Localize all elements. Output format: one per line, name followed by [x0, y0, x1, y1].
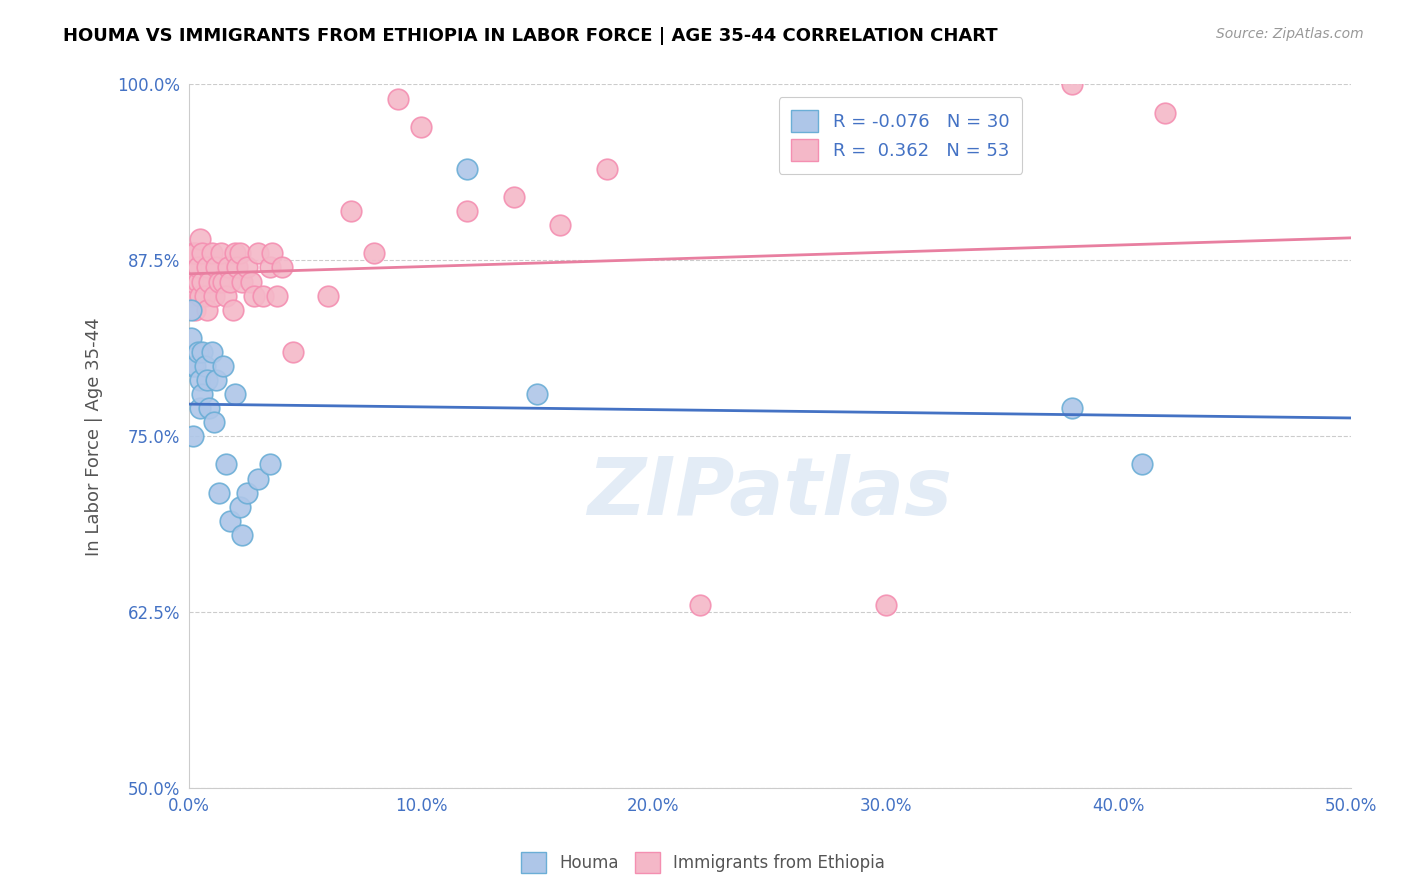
Point: [224, 387, 246, 401]
Point: [231, 275, 253, 289]
Point: [550, 218, 572, 232]
Point: [188, 232, 211, 246]
Point: [209, 246, 232, 260]
Point: [205, 260, 228, 275]
Point: [215, 458, 238, 472]
Point: [194, 359, 217, 373]
Point: [252, 288, 274, 302]
Point: [198, 401, 221, 416]
Point: [316, 288, 339, 302]
Point: [180, 302, 202, 317]
Point: [247, 472, 270, 486]
Point: [240, 275, 263, 289]
Point: [262, 246, 284, 260]
Point: [224, 246, 246, 260]
Legend: R = -0.076   N = 30, R =  0.362   N = 53: R = -0.076 N = 30, R = 0.362 N = 53: [779, 97, 1022, 174]
Point: [1060, 78, 1083, 92]
Point: [212, 359, 235, 373]
Text: ZIPatlas: ZIPatlas: [588, 454, 952, 532]
Point: [181, 275, 204, 289]
Point: [191, 275, 214, 289]
Point: [456, 204, 478, 219]
Point: [191, 246, 214, 260]
Text: HOUMA VS IMMIGRANTS FROM ETHIOPIA IN LABOR FORCE | AGE 35-44 CORRELATION CHART: HOUMA VS IMMIGRANTS FROM ETHIOPIA IN LAB…: [63, 27, 998, 45]
Point: [259, 458, 281, 472]
Point: [221, 302, 243, 317]
Point: [228, 246, 250, 260]
Point: [340, 204, 363, 219]
Point: [191, 387, 214, 401]
Point: [188, 288, 211, 302]
Point: [188, 373, 211, 387]
Point: [202, 415, 225, 429]
Point: [266, 288, 288, 302]
Point: [1060, 401, 1083, 416]
Point: [195, 302, 218, 317]
Point: [180, 288, 202, 302]
Point: [198, 275, 221, 289]
Y-axis label: In Labor Force | Age 35-44: In Labor Force | Age 35-44: [86, 317, 103, 556]
Point: [205, 373, 228, 387]
Point: [217, 260, 239, 275]
Point: [235, 485, 257, 500]
Point: [503, 190, 526, 204]
Point: [208, 485, 231, 500]
Point: [208, 275, 231, 289]
Legend: Houma, Immigrants from Ethiopia: Houma, Immigrants from Ethiopia: [515, 846, 891, 880]
Point: [259, 260, 281, 275]
Point: [181, 359, 204, 373]
Point: [409, 120, 432, 134]
Point: [596, 161, 619, 176]
Point: [191, 344, 214, 359]
Point: [188, 401, 211, 416]
Point: [875, 599, 897, 613]
Point: [281, 344, 304, 359]
Point: [247, 246, 270, 260]
Point: [201, 246, 224, 260]
Point: [219, 275, 242, 289]
Point: [235, 260, 257, 275]
Point: [231, 528, 253, 542]
Point: [202, 288, 225, 302]
Point: [195, 260, 218, 275]
Point: [187, 260, 209, 275]
Point: [184, 246, 207, 260]
Point: [184, 302, 207, 317]
Point: [194, 288, 217, 302]
Point: [226, 260, 249, 275]
Point: [181, 246, 204, 260]
Point: [187, 275, 209, 289]
Point: [219, 514, 242, 528]
Point: [387, 91, 409, 105]
Point: [187, 344, 209, 359]
Point: [180, 260, 202, 275]
Point: [363, 246, 385, 260]
Point: [228, 500, 250, 514]
Point: [1130, 458, 1153, 472]
Point: [195, 373, 218, 387]
Point: [270, 260, 292, 275]
Point: [181, 429, 204, 443]
Text: Source: ZipAtlas.com: Source: ZipAtlas.com: [1216, 27, 1364, 41]
Point: [456, 161, 478, 176]
Point: [689, 599, 711, 613]
Point: [215, 288, 238, 302]
Point: [1153, 105, 1175, 120]
Point: [242, 288, 264, 302]
Point: [212, 275, 235, 289]
Point: [180, 331, 202, 345]
Point: [526, 387, 548, 401]
Point: [184, 359, 207, 373]
Point: [201, 344, 224, 359]
